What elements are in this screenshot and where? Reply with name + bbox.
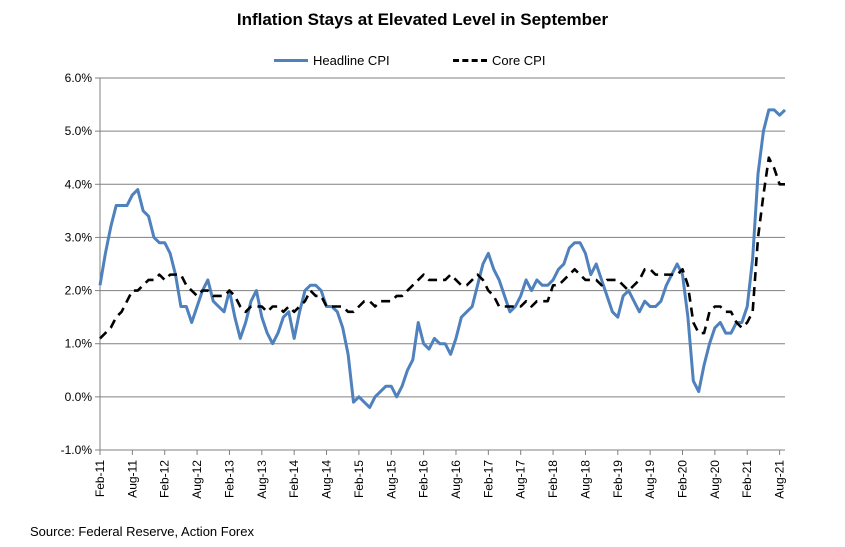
y-tick-label: 2.0%: [65, 284, 93, 298]
x-tick-label: Aug-13: [255, 460, 269, 499]
x-tick-label: Aug-15: [384, 460, 398, 499]
series-line-core-cpi: [99, 156, 785, 340]
x-tick-label: Aug-12: [190, 460, 204, 499]
y-tick-label: 5.0%: [65, 124, 93, 138]
legend-label-core-cpi: Core CPI: [492, 53, 546, 68]
y-tick-label: -1.0%: [61, 443, 93, 457]
x-tick-label: Aug-17: [514, 460, 528, 499]
x-tick-label: Aug-11: [125, 460, 139, 498]
legend-item-core-cpi: Core CPI: [453, 53, 545, 68]
tick-labels: -1.0% 0.0% 1.0% 2.0% 3.0% 4.0% 5.0% 6.0% Feb-11 A…: [61, 71, 787, 499]
x-tick-label: Feb-16: [417, 460, 431, 498]
x-tick-label: Feb-20: [676, 460, 690, 498]
x-tick-label: Feb-21: [740, 460, 754, 498]
chart-legend: Headline CPI Core CPI: [0, 53, 845, 73]
x-tick-label: Aug-19: [643, 460, 657, 499]
series-line-headline-cpi: [98, 108, 787, 409]
x-tick-label: Feb-14: [287, 460, 301, 498]
x-tick-label: Feb-12: [158, 460, 172, 498]
y-tick-label: 1.0%: [65, 337, 93, 351]
x-tick-label: Aug-18: [578, 460, 592, 499]
legend-swatch-core-cpi: [453, 59, 487, 62]
x-tick-label: Feb-18: [546, 460, 560, 498]
y-tick-label: 6.0%: [65, 71, 93, 85]
legend-swatch-headline-cpi: [274, 59, 308, 62]
x-tick-label: Feb-17: [481, 460, 495, 498]
legend-label-headline-cpi: Headline CPI: [313, 53, 390, 68]
chart-title: Inflation Stays at Elevated Level in Sep…: [236, 10, 609, 29]
x-tick-label: Feb-15: [352, 460, 366, 498]
grid-lines: [100, 77, 785, 398]
x-tick-label: Aug-21: [773, 460, 787, 499]
axes: [95, 77, 785, 455]
y-tick-label: 4.0%: [65, 177, 93, 191]
y-tick-label: 3.0%: [65, 230, 93, 244]
x-tick-label: Aug-20: [708, 460, 722, 499]
x-tick-label: Feb-11: [93, 460, 107, 497]
x-tick-label: Feb-19: [611, 460, 625, 498]
x-tick-label: Feb-13: [222, 460, 236, 498]
legend-item-headline-cpi: Headline CPI: [274, 53, 390, 68]
series-lines: [98, 108, 787, 409]
x-tick-label: Aug-14: [320, 460, 334, 499]
y-tick-label: 0.0%: [65, 390, 93, 404]
source-note: Source: Federal Reserve, Action Forex: [30, 524, 254, 539]
x-tick-label: Aug-16: [449, 460, 463, 499]
